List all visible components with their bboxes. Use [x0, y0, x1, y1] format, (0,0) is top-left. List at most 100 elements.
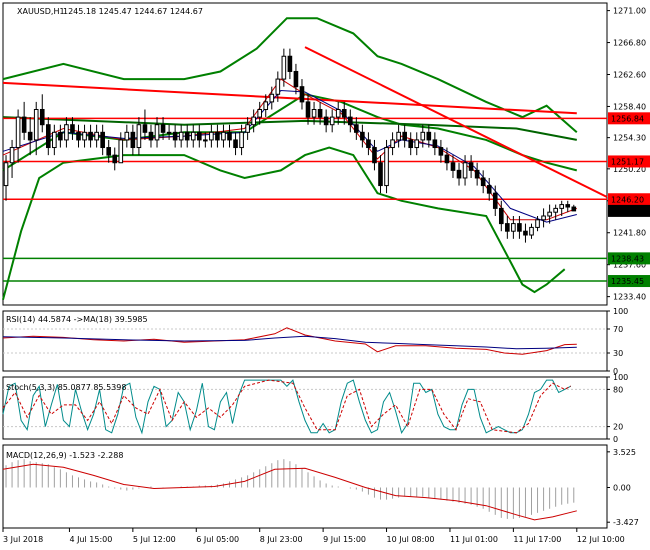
candle-body — [553, 207, 558, 213]
candle-body — [88, 131, 93, 141]
price-ytick-label: 1271.00 — [613, 7, 646, 16]
candle-body — [178, 131, 184, 141]
x-tick-label: 6 Jul 05:00 — [196, 535, 239, 544]
price-ytick-label: 1250.20 — [613, 165, 646, 174]
candle-body — [486, 185, 492, 194]
trendline-0 — [2, 81, 577, 115]
candle-body — [474, 169, 480, 179]
x-tick-label: 8 Jul 23:00 — [260, 535, 303, 544]
x-tick-label: 4 Jul 15:00 — [69, 535, 112, 544]
price-ytick-label: 1266.80 — [613, 39, 646, 48]
candle-body — [64, 124, 69, 141]
level-label-1251.17: 1251.17 — [611, 157, 644, 166]
candle-body — [251, 116, 256, 126]
candle-body — [498, 207, 504, 225]
long-ma-line — [2, 116, 577, 141]
level-label-1238.43: 1238.43 — [611, 254, 644, 263]
candle-body — [432, 139, 438, 149]
candle-body — [76, 131, 81, 141]
candle-body — [414, 139, 420, 149]
candle-body — [511, 223, 516, 232]
candle-body — [148, 131, 154, 141]
price-ytick-label: 1241.80 — [613, 229, 646, 238]
candle-body — [33, 108, 39, 141]
last-price-label-bg — [608, 204, 650, 217]
last-price-label: 1244.67 — [611, 207, 644, 216]
price-ohlc: 1245.18 1245.47 1244.67 1244.67 — [63, 7, 203, 16]
level-label-bg — [608, 155, 650, 168]
candle-body — [118, 139, 124, 164]
x-tick-label: 3 Jul 2018 — [3, 535, 43, 544]
candle-body — [450, 162, 456, 171]
rsi-panel: 100 70 30 0 — [2, 307, 628, 376]
rsi-series-line-1 — [2, 335, 577, 350]
candle-body — [190, 131, 196, 141]
candle-body — [529, 226, 534, 236]
candle-body — [444, 154, 450, 164]
level-label-bg — [608, 252, 650, 265]
price-panel: 1271.00 1266.80 1262.60 1258.40 1254.30 1250.… — [2, 2, 650, 306]
candle-body — [39, 108, 45, 126]
candle-body — [347, 116, 353, 126]
stoch-ytick-label: 100 — [613, 373, 628, 382]
candle-body — [233, 139, 238, 149]
candle-body — [426, 131, 432, 141]
candle-body — [535, 219, 540, 228]
macd-signal-line — [2, 463, 577, 521]
panel-headers: XAUUSD,H1 1245.18 1245.47 1244.67 1244.6… — [6, 7, 203, 460]
rsi-ytick-label: 100 — [613, 307, 628, 316]
level-label-bg — [608, 275, 650, 288]
rsi-ytick-label: 30 — [613, 349, 623, 358]
x-tick-label: 9 Jul 15:00 — [323, 535, 366, 544]
candle-body — [112, 154, 118, 164]
candle-body — [565, 204, 571, 208]
candle-body — [468, 162, 474, 171]
candle-body — [390, 139, 395, 149]
candle-body — [257, 108, 263, 118]
stoch-series-line-0 — [2, 379, 572, 435]
candle-body — [106, 147, 112, 156]
rsi-ytick-label: 0 — [613, 367, 618, 376]
macd-frame — [2, 444, 608, 529]
rsi-frame — [2, 310, 608, 372]
candle-body — [378, 162, 383, 187]
candle-body — [263, 101, 269, 110]
candle-body — [505, 223, 510, 232]
rsi-series-line-0 — [2, 327, 577, 355]
candle-body — [184, 131, 190, 141]
candle-body — [21, 116, 27, 133]
candle-body — [559, 204, 565, 209]
candle-body — [341, 108, 347, 118]
candle-body — [239, 131, 244, 149]
candle-body — [402, 131, 407, 141]
candle-body — [160, 124, 166, 133]
macd-ytick-label: 3.525 — [613, 448, 636, 457]
candle-body — [323, 116, 329, 126]
candle-body — [58, 131, 63, 141]
candle-body — [82, 131, 87, 141]
candle-body — [462, 162, 468, 179]
stoch-title: Stoch(5,3,3) 85.0877 85.5398 — [6, 383, 126, 392]
candle-body — [293, 70, 299, 88]
x-tick-label: 11 Jul 17:00 — [513, 535, 561, 544]
macd-ytick-label: -3.427 — [613, 518, 639, 527]
macd-ytick-label: 0.00 — [613, 484, 631, 493]
stoch-panel: 100 80 20 0 — [2, 373, 628, 444]
x-tick-label: 10 Jul 08:00 — [387, 535, 435, 544]
candle-body — [420, 131, 426, 141]
x-tick-label: 12 Jul 10:00 — [577, 535, 625, 544]
candle-body — [311, 108, 317, 118]
level-label-1235.45: 1235.45 — [611, 277, 644, 286]
candle-body — [3, 162, 9, 187]
stoch-ytick-label: 0 — [613, 435, 618, 444]
candle-body — [215, 131, 220, 141]
level-label-1246.20: 1246.20 — [611, 195, 644, 204]
candle-body — [269, 93, 275, 103]
candle-body — [456, 169, 462, 179]
x-tick-label: 5 Jul 12:00 — [133, 535, 176, 544]
candle-body — [136, 124, 142, 149]
candle-body — [571, 206, 577, 212]
candle-body — [130, 131, 136, 149]
price-title: XAUUSD,H1 — [17, 7, 65, 16]
